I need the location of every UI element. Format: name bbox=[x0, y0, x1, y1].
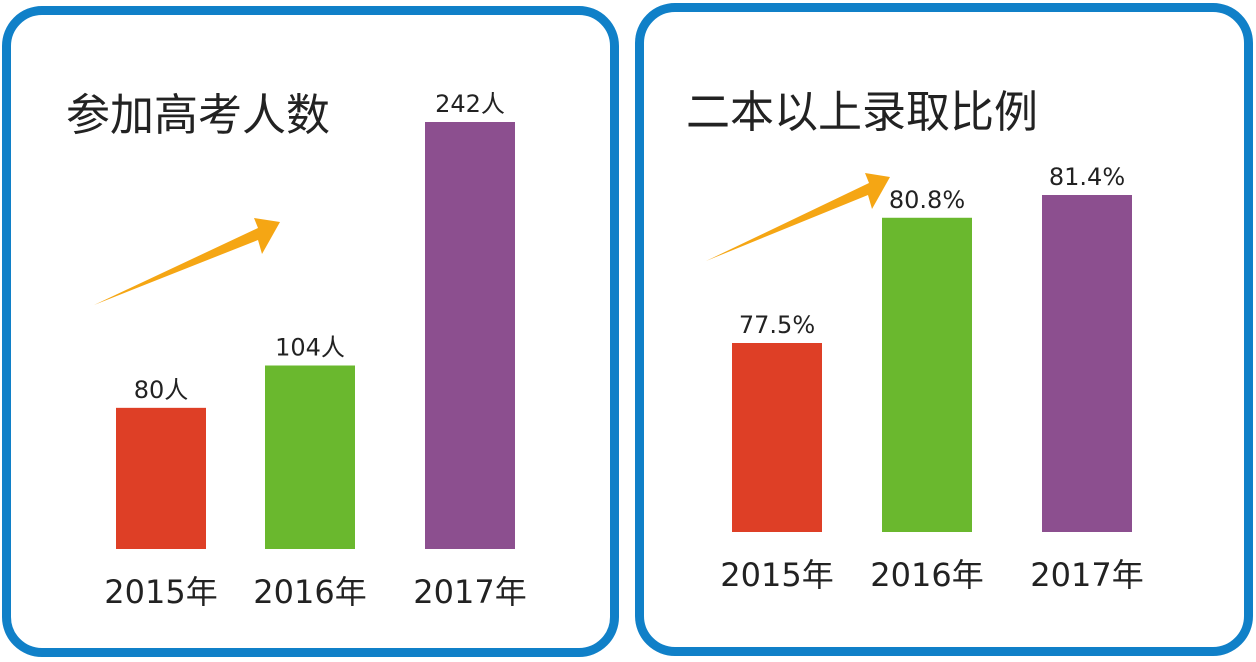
bar-2017 bbox=[1042, 195, 1132, 532]
chart-title-admission-ratio: 二本以上录取比例 bbox=[686, 87, 1038, 138]
category-label: 2015年 bbox=[104, 573, 217, 611]
trend-arrow-participants bbox=[94, 218, 280, 305]
bars-participants: 80人 2015年 104人 2016年 242人 2017年 bbox=[104, 90, 526, 611]
bars-admission-ratio: 77.5% 2015年 80.8% 2016年 81.4% 2017年 bbox=[720, 163, 1143, 594]
category-label: 2016年 bbox=[870, 556, 983, 594]
bar-2015 bbox=[116, 407, 206, 549]
category-label: 2017年 bbox=[1030, 556, 1143, 594]
trend-arrow-admission-ratio bbox=[706, 173, 890, 261]
bar-2016 bbox=[882, 217, 972, 532]
data-label: 242人 bbox=[435, 90, 505, 118]
category-label: 2017年 bbox=[413, 573, 526, 611]
data-label: 81.4% bbox=[1049, 163, 1125, 191]
data-label: 80人 bbox=[134, 376, 189, 404]
category-label: 2016年 bbox=[253, 573, 366, 611]
chart-title-participants: 参加高考人数 bbox=[66, 90, 330, 141]
bar-2017 bbox=[425, 122, 515, 549]
data-label: 80.8% bbox=[889, 186, 965, 214]
data-label: 104人 bbox=[275, 333, 345, 361]
bar-2015 bbox=[732, 343, 822, 532]
category-label: 2015年 bbox=[720, 556, 833, 594]
bar-2016 bbox=[265, 365, 355, 549]
data-label: 77.5% bbox=[739, 311, 815, 339]
